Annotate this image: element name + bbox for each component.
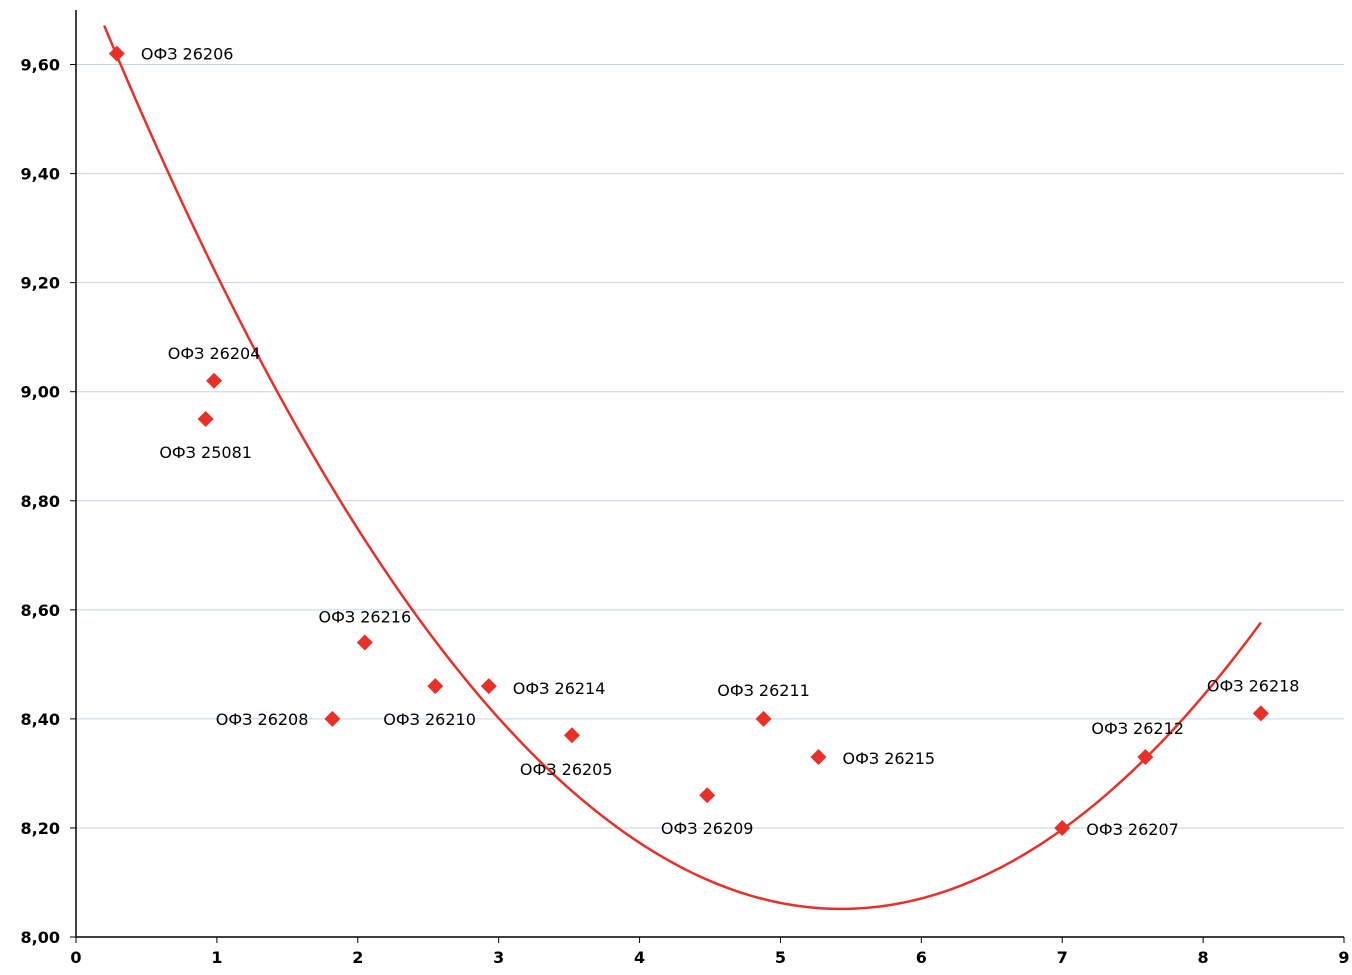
point-label-6: ОФЗ 26214 [513,679,606,698]
x-tick-label-1: 1 [211,948,222,967]
data-point-2 [197,410,214,427]
data-points [108,45,1269,836]
point-label-7: ОФЗ 26205 [520,760,613,779]
point-label-3: ОФЗ 26216 [319,608,412,627]
y-tick-label-5: 9,00 [21,383,60,402]
trendline-layer [103,25,1262,911]
trendline [103,25,1262,911]
data-point-5 [427,678,444,695]
point-label-1: ОФЗ 26204 [168,344,261,363]
x-tick-label-3: 3 [493,948,504,967]
data-point-3 [356,634,373,651]
x-tick-label-2: 2 [352,948,363,967]
y-tick-label-4: 8,80 [21,492,60,511]
data-point-4 [324,710,341,727]
data-point-13 [1252,705,1269,722]
data-point-10 [810,749,827,766]
data-point-12 [1137,749,1154,766]
x-tick-label-0: 0 [70,948,81,967]
data-point-9 [755,710,772,727]
data-point-7 [563,727,580,744]
point-label-13: ОФЗ 26218 [1207,676,1300,695]
data-point-8 [699,787,716,804]
x-tick-label-4: 4 [634,948,645,967]
point-label-5: ОФЗ 26210 [383,710,476,729]
x-tick-label-7: 7 [1057,948,1068,967]
y-tick-label-6: 9,20 [21,274,60,293]
data-point-11 [1054,819,1071,836]
point-label-4: ОФЗ 26208 [216,710,309,729]
point-label-12: ОФЗ 26212 [1091,719,1184,738]
y-tick-label-7: 9,40 [21,165,60,184]
grid-lines [76,64,1344,829]
y-tick-label-0: 8,00 [21,928,60,947]
y-tick-label-2: 8,40 [21,710,60,729]
point-label-8: ОФЗ 26209 [661,819,754,838]
data-point-6 [480,678,497,695]
point-labels: ОФЗ 26206 ОФЗ 26204 ОФЗ 25081 ОФЗ 26216 ОФЗ … [141,45,1300,839]
axes [70,10,1345,943]
x-tick-label-5: 5 [775,948,786,967]
point-label-9: ОФЗ 26211 [717,681,810,700]
data-point-1 [206,372,223,389]
x-tick-label-6: 6 [916,948,927,967]
x-tick-label-9: 9 [1338,948,1349,967]
y-tick-label-3: 8,60 [21,601,60,620]
point-label-10: ОФЗ 26215 [842,749,935,768]
y-tick-label-8: 9,60 [21,56,60,75]
point-label-2: ОФЗ 25081 [159,443,252,462]
x-tick-label-8: 8 [1198,948,1209,967]
y-tick-label-1: 8,20 [21,819,60,838]
point-label-0: ОФЗ 26206 [141,45,234,64]
tick-labels: 8,00 8,20 8,40 8,60 8,80 9,00 9,20 9,40 9,60 0 1 2 3… [21,56,1350,967]
data-point-0 [108,45,125,62]
point-label-11: ОФЗ 26207 [1086,820,1179,839]
